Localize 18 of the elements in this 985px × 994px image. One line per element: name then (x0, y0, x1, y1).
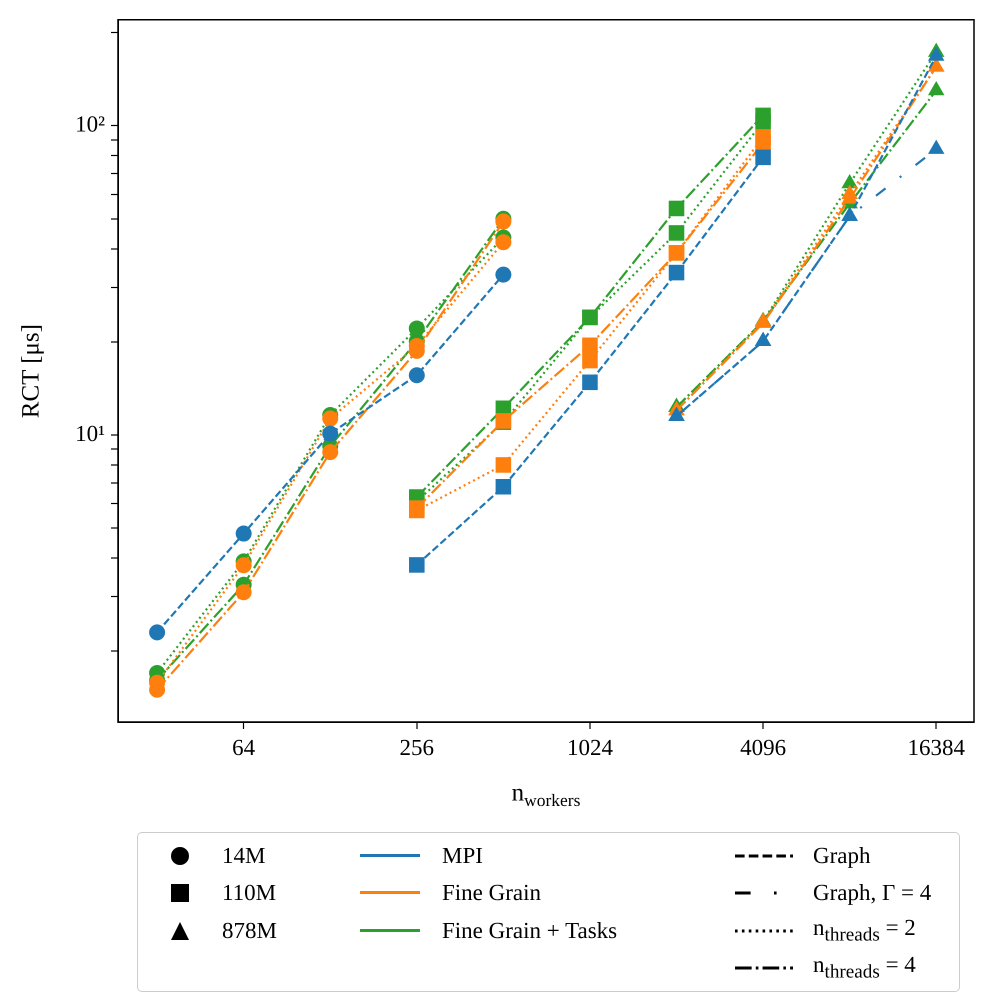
x-tick-label: 4096 (740, 734, 786, 760)
text: Fine Grain + Tasks (442, 918, 618, 944)
x-tick-label: 1024 (566, 734, 614, 760)
x-tick-label: 64 (232, 734, 256, 760)
text: n$_{threads}$ = 4 (813, 952, 916, 984)
text: Graph (813, 842, 870, 869)
text: 110M (222, 880, 276, 906)
y-tick-label: 10¹ (75, 421, 106, 446)
x-tick-label: 256 (400, 734, 434, 760)
text: Graph, Γ = 4 (813, 880, 932, 906)
y-tick-label: 10² (75, 112, 106, 137)
text: 14M (222, 842, 266, 869)
text: Fine Grain (442, 880, 542, 906)
text: MPI (442, 842, 483, 869)
y-axis-title: RCT [μs] (18, 324, 45, 418)
text: 878M (222, 918, 277, 944)
x-tick-label: 16384 (907, 734, 966, 760)
text: n$_{threads}$ = 2 (813, 914, 916, 947)
